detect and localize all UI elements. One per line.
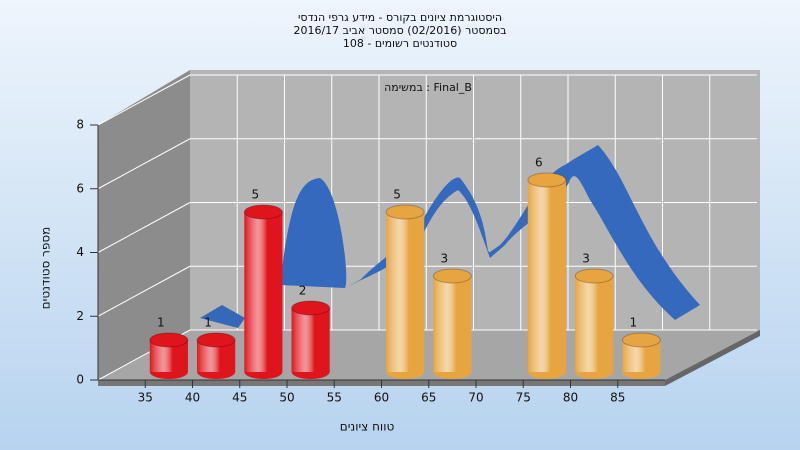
bar — [196, 332, 236, 379]
y-tick-label: 4 — [76, 245, 84, 259]
x-tick-label: 65 — [421, 391, 436, 405]
y-tick-label: 6 — [76, 181, 84, 195]
value-label: 5 — [252, 188, 260, 202]
chart-title: היסטוגרמת ציונים בקורס - מידע גרפי הנדסי — [298, 11, 502, 24]
floor-side — [665, 330, 760, 386]
chart-title: בסמסטר (02/2016) סמסטר אביב 2016/17 — [293, 24, 506, 37]
value-label: 3 — [441, 252, 449, 266]
bar-body — [527, 180, 566, 372]
y-tick-label: 0 — [76, 373, 84, 387]
y-tick-label: 8 — [76, 118, 84, 132]
value-label: 6 — [535, 156, 543, 170]
bar-top — [574, 268, 614, 284]
x-tick-label: 35 — [138, 391, 153, 405]
bar-top — [432, 268, 472, 284]
value-label: 1 — [157, 316, 165, 330]
value-label: 3 — [582, 252, 590, 266]
bar — [291, 300, 331, 379]
x-tick-label: 60 — [374, 391, 389, 405]
chart-title: סטודנטים רשומים - 108 — [343, 37, 457, 50]
bar-top — [527, 172, 567, 188]
x-tick-label: 50 — [279, 391, 294, 405]
x-tick-label: 70 — [468, 391, 483, 405]
bar — [385, 204, 425, 379]
fit-curve — [200, 305, 245, 328]
bar-top — [291, 300, 331, 316]
grid-line — [97, 265, 191, 317]
bar-body — [575, 276, 614, 372]
bar-top — [621, 332, 661, 348]
bar — [527, 172, 567, 379]
y-axis-label: מספר סטודנטים — [39, 227, 53, 310]
x-tick-label: 45 — [232, 391, 247, 405]
bar-top — [149, 332, 189, 348]
x-tick-label: 55 — [327, 391, 342, 405]
grid-line — [97, 74, 191, 126]
value-label: 1 — [204, 316, 212, 330]
x-tick-label: 80 — [563, 391, 578, 405]
value-label: 1 — [630, 316, 638, 330]
x-tick-label: 40 — [185, 391, 200, 405]
bar-top — [196, 332, 236, 348]
value-label: 5 — [393, 188, 401, 202]
x-tick-label: 85 — [610, 391, 625, 405]
bar-body — [291, 308, 330, 372]
bar — [149, 332, 189, 379]
bar-body — [244, 212, 283, 372]
bar — [432, 268, 472, 379]
y-tick-label: 2 — [76, 309, 84, 323]
value-label: 2 — [299, 284, 307, 298]
grid-line — [97, 138, 191, 190]
bar — [621, 332, 661, 379]
bar — [243, 204, 283, 379]
bar-top — [243, 204, 283, 220]
fit-curve — [280, 145, 700, 320]
x-tick-label: 75 — [516, 391, 531, 405]
bar — [574, 268, 614, 379]
left-wall — [98, 70, 190, 380]
bar-body — [386, 212, 425, 372]
grid-line — [97, 202, 191, 253]
bar-body — [433, 276, 472, 372]
x-axis-label: טווח ציונים — [340, 420, 395, 434]
annotation: במשימה : Final_B — [384, 81, 472, 94]
bar-top — [385, 204, 425, 220]
